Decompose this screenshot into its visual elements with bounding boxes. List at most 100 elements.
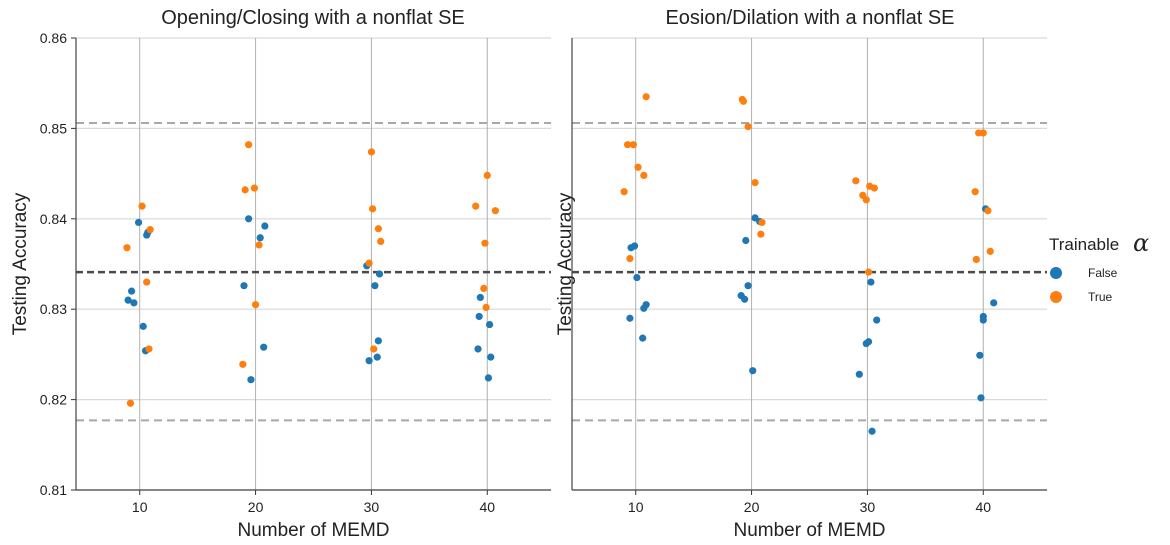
x-tick-label: 20 bbox=[744, 499, 760, 515]
data-point-false bbox=[134, 218, 143, 227]
legend-label-false: False bbox=[1088, 266, 1118, 280]
data-point-false bbox=[247, 376, 255, 384]
data-point-true bbox=[483, 171, 491, 180]
data-point-true bbox=[744, 122, 752, 131]
data-point-false bbox=[977, 394, 985, 402]
x-tick-label: 40 bbox=[975, 499, 991, 515]
data-point-true bbox=[368, 205, 377, 213]
y-axis-label: Testing Accuracy bbox=[555, 192, 576, 335]
data-point-true bbox=[979, 129, 987, 137]
data-point-true bbox=[123, 244, 131, 252]
y-tick-label: 0.83 bbox=[40, 301, 67, 317]
data-point-true bbox=[986, 247, 994, 255]
data-point-false bbox=[371, 282, 379, 290]
data-point-false bbox=[374, 337, 382, 345]
panel-opening-closing: 0.81 0.82 0.83 0.84 0.85 0.86 10 20 30 40 Opening/… bbox=[10, 7, 551, 541]
data-point-false bbox=[749, 367, 757, 375]
data-point-true bbox=[146, 226, 154, 234]
x-axis-label: Number of MEMD bbox=[237, 520, 389, 541]
panel-erosion-dilation: 10 20 30 40 Eosion/Dilation with a nonflat S… bbox=[555, 7, 1047, 541]
data-point-false bbox=[639, 334, 647, 342]
data-point-false bbox=[475, 312, 483, 321]
x-tick-label: 20 bbox=[248, 499, 264, 515]
data-point-false bbox=[373, 353, 381, 361]
x-tick-label: 30 bbox=[860, 499, 876, 515]
x-tick-label: 10 bbox=[628, 499, 644, 515]
data-point-true bbox=[624, 141, 632, 149]
data-point-false bbox=[976, 351, 984, 359]
chart-title: Opening/Closing with a nonflat SE bbox=[161, 7, 465, 29]
data-point-false bbox=[979, 316, 987, 324]
y-axis-label: Testing Accuracy bbox=[10, 192, 31, 335]
data-point-true bbox=[481, 239, 489, 247]
data-point-true bbox=[250, 184, 259, 192]
data-point-false bbox=[487, 353, 495, 361]
legend-marker-false bbox=[1050, 267, 1062, 279]
data-point-true bbox=[862, 196, 870, 204]
legend: Trainable α False True bbox=[1049, 229, 1149, 304]
data-point-true bbox=[870, 184, 878, 192]
data-point-true bbox=[138, 202, 146, 210]
data-point-true bbox=[251, 301, 260, 309]
data-point-false bbox=[474, 345, 482, 353]
data-point-false bbox=[261, 222, 269, 230]
data-point-false bbox=[130, 299, 138, 307]
data-point-false bbox=[256, 234, 264, 242]
data-point-true bbox=[852, 177, 860, 185]
data-point-true bbox=[972, 255, 980, 264]
data-point-true bbox=[145, 345, 153, 353]
data-point-false bbox=[626, 314, 634, 322]
data-point-false bbox=[630, 242, 639, 250]
data-point-false bbox=[476, 293, 484, 302]
data-point-false bbox=[744, 282, 752, 290]
data-point-true bbox=[626, 254, 634, 263]
data-point-true bbox=[984, 207, 992, 215]
data-point-true bbox=[367, 148, 376, 156]
data-point-true bbox=[864, 268, 873, 276]
data-point-true bbox=[255, 241, 263, 249]
data-point-true bbox=[491, 207, 499, 215]
data-point-true bbox=[640, 171, 648, 180]
y-tick-label: 0.85 bbox=[40, 120, 67, 136]
data-point-true bbox=[472, 202, 480, 210]
data-point-false bbox=[245, 215, 253, 223]
legend-marker-true bbox=[1050, 291, 1062, 303]
data-point-true bbox=[245, 141, 253, 149]
data-point-false bbox=[485, 320, 494, 329]
data-point-false bbox=[240, 282, 248, 290]
data-point-true bbox=[482, 303, 490, 311]
data-point-false bbox=[260, 343, 268, 351]
data-point-false bbox=[642, 301, 650, 309]
legend-label-true: True bbox=[1088, 290, 1113, 304]
data-point-true bbox=[757, 230, 765, 238]
data-point-true bbox=[971, 188, 979, 196]
chart-title: Eosion/Dilation with a nonflat SE bbox=[665, 7, 954, 29]
data-point-false bbox=[741, 295, 749, 303]
data-point-false bbox=[375, 270, 384, 278]
data-point-false bbox=[124, 296, 132, 304]
data-point-true bbox=[365, 259, 373, 267]
data-point-true bbox=[377, 237, 385, 245]
data-point-false bbox=[873, 316, 881, 324]
data-point-true bbox=[758, 218, 766, 227]
data-point-true bbox=[620, 188, 628, 196]
data-point-false bbox=[864, 338, 873, 346]
data-point-false bbox=[855, 370, 863, 378]
x-tick-label: 40 bbox=[479, 499, 495, 515]
data-point-false bbox=[868, 427, 876, 435]
data-point-true bbox=[370, 345, 378, 353]
data-point-true bbox=[642, 93, 650, 101]
data-point-false bbox=[128, 287, 136, 295]
data-point-false bbox=[990, 299, 998, 307]
data-point-true bbox=[751, 179, 759, 187]
data-point-false bbox=[742, 236, 750, 245]
x-tick-label: 10 bbox=[132, 499, 148, 515]
y-tick-label: 0.86 bbox=[40, 30, 67, 46]
legend-title: Trainable bbox=[1049, 235, 1119, 254]
data-point-false bbox=[139, 322, 147, 330]
data-point-true bbox=[739, 97, 748, 105]
data-point-true bbox=[629, 141, 638, 149]
legend-title-symbol: α bbox=[1133, 229, 1149, 257]
data-point-true bbox=[241, 186, 249, 194]
data-point-true bbox=[239, 360, 247, 368]
